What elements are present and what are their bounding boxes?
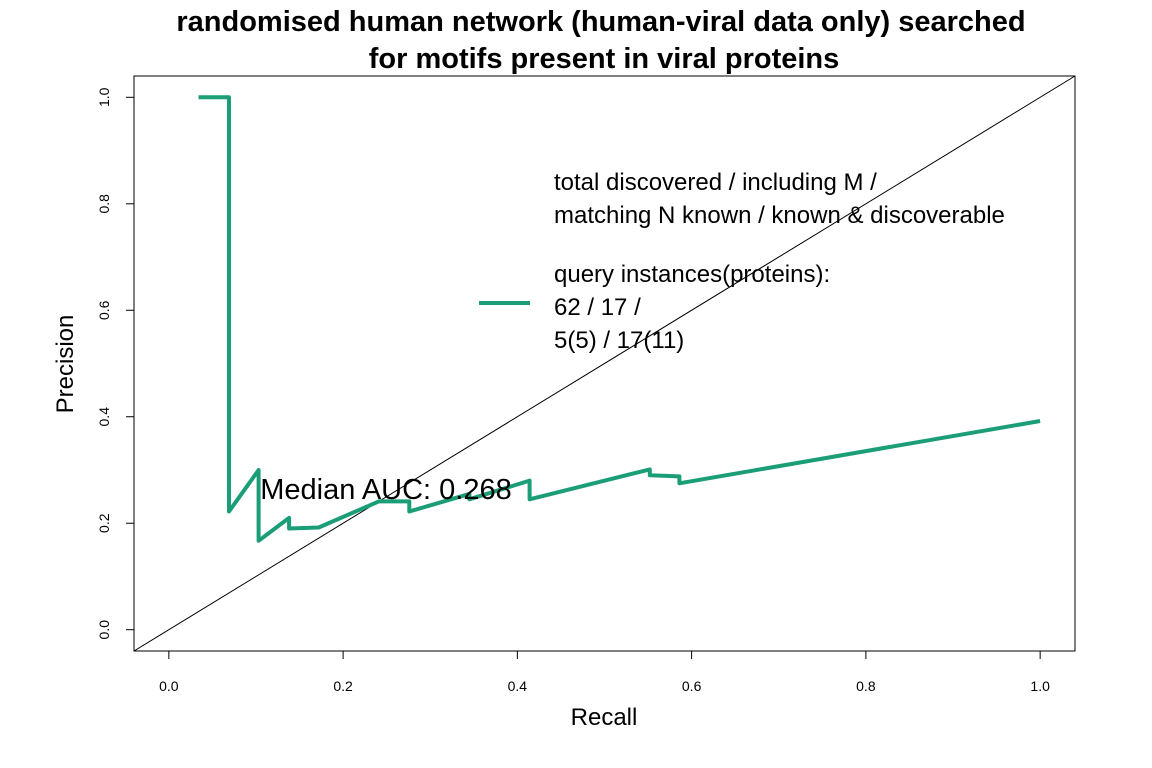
legend-header-line: total discovered / including M /	[554, 169, 877, 196]
chart-title-line-2: for motifs present in viral proteins	[369, 43, 840, 75]
y-tick-label: 1.0	[96, 87, 112, 107]
legend-entry-line: 5(5) / 17(11)	[554, 327, 684, 354]
x-tick-label: 0.8	[856, 678, 876, 694]
chart-title-line-1: randomised human network (human-viral da…	[176, 6, 1025, 38]
y-axis: 0.0 0.2 0.4 0.6 0.8 1.0	[96, 87, 135, 640]
x-tick-label: 0.0	[159, 678, 179, 694]
x-tick-label: 0.4	[508, 678, 528, 694]
y-tick-label: 0.4	[96, 407, 112, 427]
x-tick-label: 1.0	[1030, 678, 1050, 694]
x-axis: 0.0 0.2 0.4 0.6 0.8 1.0	[159, 650, 1050, 694]
diagonal-reference-line	[133, 75, 1076, 652]
y-tick-label: 0.0	[96, 620, 112, 640]
legend-entry-line: query instances(proteins):	[554, 261, 830, 288]
y-tick-label: 0.6	[96, 300, 112, 320]
legend: total discovered / including M / matching…	[479, 169, 1005, 354]
y-tick-label: 0.2	[96, 513, 112, 533]
median-auc-annotation: Median AUC: 0.268	[260, 474, 511, 506]
precision-recall-line	[198, 95, 1041, 543]
y-axis-label: Precision	[52, 315, 79, 414]
legend-header-line: matching N known / known & discoverable	[554, 202, 1005, 229]
plot-area	[133, 75, 1076, 652]
legend-entry-line: 62 / 17 /	[554, 294, 641, 321]
y-tick-label: 0.8	[96, 194, 112, 214]
x-tick-label: 0.2	[333, 678, 353, 694]
x-tick-label: 0.6	[682, 678, 702, 694]
x-axis-label: Recall	[571, 704, 638, 731]
